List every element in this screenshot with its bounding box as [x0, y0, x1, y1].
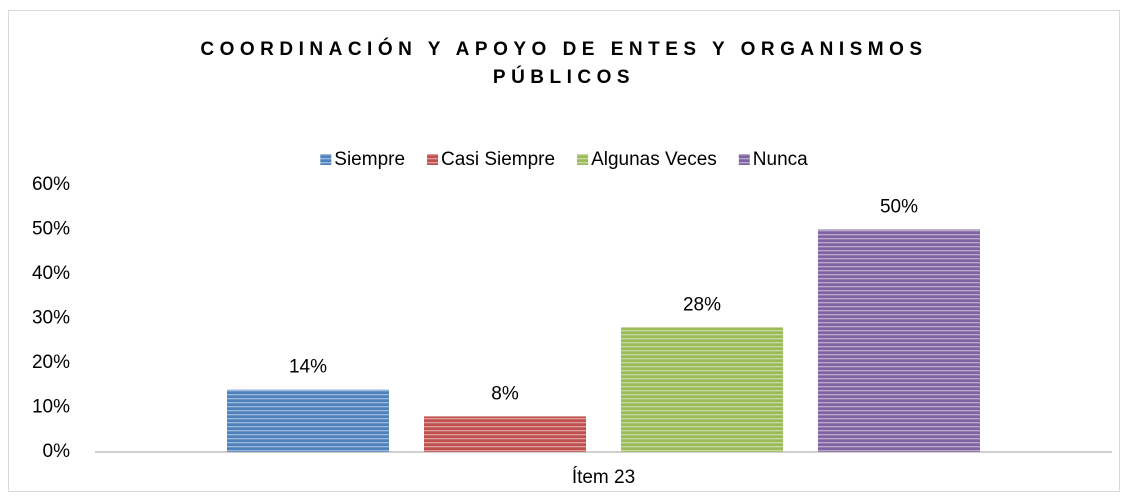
data-label: 8% [491, 383, 519, 404]
legend-item: Siempre [320, 149, 405, 170]
data-label: 14% [289, 357, 327, 378]
legend-item: Nunca [738, 149, 808, 170]
bar [424, 416, 586, 452]
legend-swatch [738, 154, 750, 165]
legend-label: Casi Siempre [441, 149, 555, 170]
y-tick-label: 50% [32, 219, 70, 240]
y-tick-label: 10% [32, 397, 70, 418]
legend-swatch [320, 154, 332, 165]
bar [227, 389, 389, 452]
legend-item: Algunas Veces [577, 149, 717, 170]
y-tick-label: 30% [32, 308, 70, 329]
data-label: 28% [683, 294, 721, 315]
y-tick-label: 20% [32, 352, 70, 373]
legend-item: Casi Siempre [427, 149, 555, 170]
legend-label: Algunas Veces [591, 149, 717, 170]
chart-title: COORDINACIÓN Y APOYO DE ENTES Y ORGANISM… [200, 39, 928, 88]
bar [818, 229, 980, 452]
y-tick-label: 60% [32, 174, 70, 195]
y-tick-label: 40% [32, 263, 70, 284]
legend-swatch [577, 154, 589, 165]
legend-swatch [427, 154, 439, 165]
bar [621, 327, 783, 452]
y-tick-label: 0% [43, 441, 71, 462]
legend-label: Nunca [753, 149, 808, 170]
data-label: 50% [880, 197, 918, 218]
x-tick-label: Ítem 23 [572, 467, 635, 488]
legend-label: Siempre [334, 149, 405, 170]
